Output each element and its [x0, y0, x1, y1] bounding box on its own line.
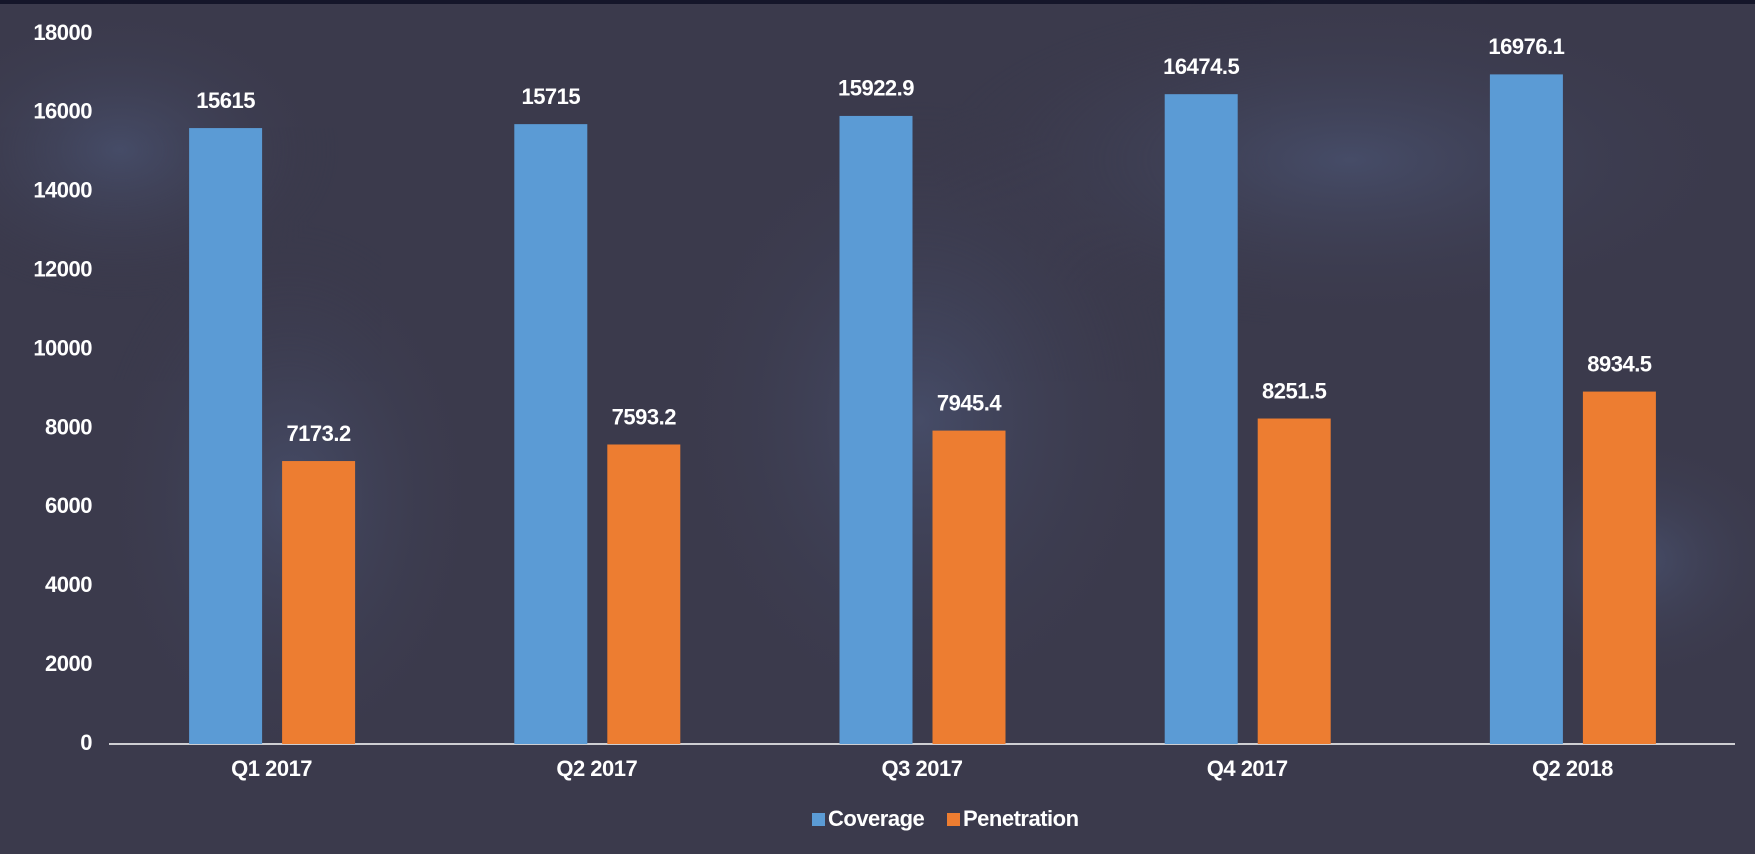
y-tick-label: 10000: [33, 335, 92, 360]
y-tick-label: 12000: [33, 256, 92, 281]
bar: [189, 128, 262, 744]
bar: [282, 461, 355, 744]
y-tick-label: 18000: [33, 20, 92, 45]
bar: [1258, 419, 1331, 744]
legend-swatch: [947, 813, 960, 826]
bar: [1165, 94, 1238, 744]
x-tick-label: Q4 2017: [1207, 756, 1288, 781]
legend-label: Coverage: [828, 806, 925, 831]
y-tick-label: 2000: [45, 651, 92, 676]
x-tick-label: Q3 2017: [882, 756, 963, 781]
data-label: 8934.5: [1587, 351, 1652, 376]
bar: [607, 444, 680, 744]
bar: [1583, 392, 1656, 744]
data-label: 7173.2: [286, 421, 351, 446]
data-label: 16474.5: [1163, 54, 1239, 79]
y-tick-label: 6000: [45, 493, 92, 518]
data-label: 16976.1: [1488, 34, 1564, 59]
x-tick-label: Q1 2017: [231, 756, 312, 781]
legend-swatch: [812, 813, 825, 826]
chart: 0 2000 4000 6000 8000 10000 12000 14000 16000 180…: [0, 0, 1755, 854]
y-tick-label: 16000: [33, 99, 92, 124]
y-tick-label: 8000: [45, 414, 92, 439]
bar: [514, 124, 587, 744]
y-tick-label: 14000: [33, 178, 92, 203]
data-label: 15922.9: [838, 76, 914, 101]
bar: [933, 431, 1006, 744]
legend-label: Penetration: [963, 806, 1079, 831]
data-label: 7945.4: [937, 390, 1003, 415]
bar: [840, 116, 913, 744]
y-tick-label: 0: [80, 730, 92, 755]
data-label: 7593.2: [612, 404, 677, 429]
x-tick-label: Q2 2017: [556, 756, 637, 781]
data-label: 15615: [196, 88, 255, 113]
data-label: 15715: [521, 84, 580, 109]
x-tick-label: Q2 2018: [1532, 756, 1613, 781]
y-tick-label: 4000: [45, 572, 92, 597]
data-label: 8251.5: [1262, 378, 1327, 403]
bar: [1490, 74, 1563, 744]
